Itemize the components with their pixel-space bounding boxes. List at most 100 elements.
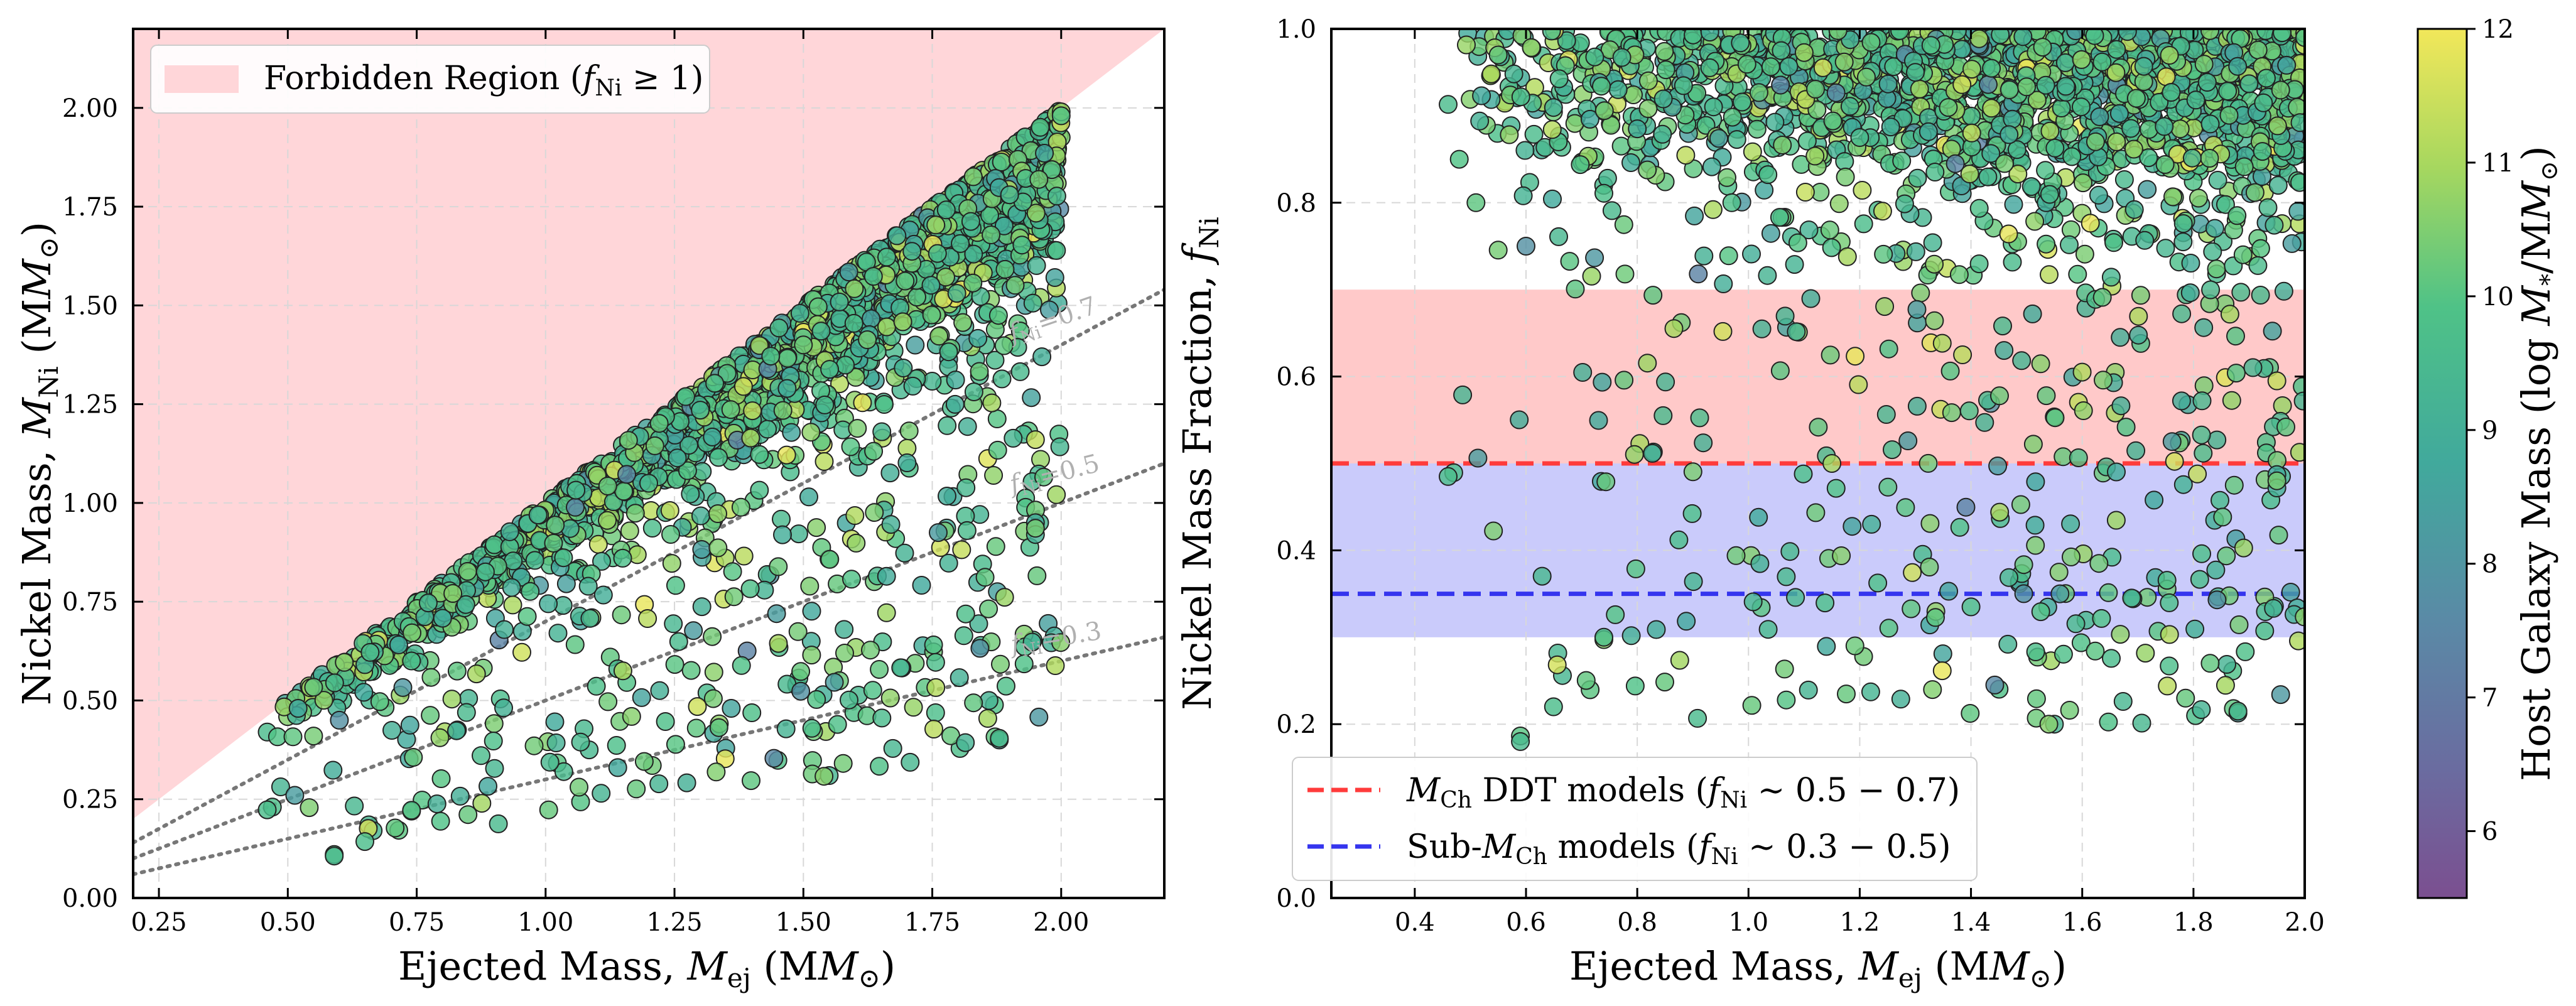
left-point (1012, 235, 1032, 255)
legend-sub-label: Sub-MCh models (fNi ∼ 0.3 − 0.5) (1407, 828, 1951, 870)
right-point (1780, 542, 1800, 561)
left-ticks: 0.25 0.50 0.75 1.00 1.25 1.50 1.75 2.000.000.25… (62, 29, 1164, 937)
left-point (546, 733, 566, 752)
right-point (1875, 297, 1895, 316)
right-point (2060, 235, 2079, 254)
left-point (841, 437, 860, 457)
left-point (895, 543, 914, 563)
left-point (875, 395, 894, 414)
left-point (593, 585, 613, 605)
right-point (2290, 173, 2305, 192)
right-point (1585, 248, 1605, 268)
right-point (1731, 33, 1750, 53)
right-point (1925, 254, 1944, 274)
left-point (431, 811, 450, 831)
left-point (903, 376, 923, 396)
right-point (1918, 453, 1938, 473)
left-point (773, 525, 792, 544)
left-point (954, 626, 973, 646)
left-point (877, 247, 896, 267)
left-point (953, 313, 973, 332)
right-point (1472, 86, 1491, 105)
right-point (1854, 214, 1873, 234)
right-point (1626, 559, 1645, 578)
left-point (929, 327, 949, 346)
right-point (2126, 89, 2146, 108)
right-point (2265, 215, 2284, 235)
right-x-axis-label: Ejected Mass, Mej (MM⊙) (1569, 943, 2067, 993)
right-point (1677, 612, 1696, 631)
right-point (2026, 536, 2045, 555)
right-point (2207, 590, 2227, 610)
left-point (807, 690, 826, 709)
left-point (721, 400, 740, 419)
right-point (1828, 29, 1848, 40)
left-point (985, 350, 1005, 370)
right-point (1849, 375, 1868, 394)
right-point (1777, 690, 1796, 710)
right-point (2102, 649, 2121, 668)
right-point (2192, 544, 2211, 563)
left-point (845, 506, 865, 525)
left-point (494, 698, 513, 718)
left-point (950, 668, 969, 688)
right-point (1481, 64, 1501, 84)
right-point (1532, 566, 1552, 586)
right-point (1876, 405, 1896, 424)
right-point (2180, 283, 2200, 303)
left-point (789, 524, 808, 544)
right-point (1670, 651, 1689, 670)
right-point (1981, 144, 2001, 163)
left-point (427, 794, 446, 814)
left-point (899, 421, 919, 441)
right-point (2129, 325, 2148, 345)
right-point (1703, 200, 1723, 219)
left-point (894, 359, 913, 377)
left-point (929, 523, 948, 543)
right-point (2203, 242, 2222, 261)
left-point (896, 271, 915, 291)
right-point (2037, 386, 2056, 406)
left-point (668, 448, 687, 468)
left-point (872, 422, 892, 441)
right-point (2160, 46, 2179, 65)
right-point (1517, 237, 1535, 256)
left-point (661, 525, 680, 544)
left-point (947, 284, 966, 303)
right-point (2000, 568, 2018, 587)
right-point (2092, 288, 2112, 307)
left-panel: 0.25 0.50 0.75 1.00 1.25 1.50 1.75 2.000.000.25… (14, 28, 1166, 993)
right-point (1785, 255, 1804, 274)
right-point (1809, 418, 1828, 437)
left-point (1034, 467, 1053, 487)
left-point (402, 801, 421, 820)
right-point (1488, 45, 1508, 65)
left-point (951, 234, 970, 253)
right-point (1874, 244, 1893, 264)
right-xtick-label: 1.0 (1728, 908, 1768, 937)
right-point (2023, 435, 2043, 454)
left-point (800, 576, 820, 596)
left-xtick-label: 0.25 (131, 908, 187, 937)
right-point (2155, 155, 2175, 174)
right-point (1816, 593, 1835, 613)
left-point (613, 661, 632, 681)
right-point (1500, 125, 1519, 144)
right-point (2089, 554, 2109, 573)
left-point (1004, 428, 1023, 448)
left-point (773, 401, 793, 420)
right-point (2181, 254, 2200, 273)
right-point (2056, 77, 2075, 96)
right-point (2086, 132, 2105, 151)
right-point (2224, 475, 2244, 495)
right-point (1911, 283, 1930, 303)
right-point (1655, 41, 1674, 61)
right-point (2013, 29, 2033, 46)
right-point (1544, 697, 1563, 717)
right-point (2111, 396, 2131, 416)
colorbar-tick-label: 8 (2482, 550, 2498, 579)
left-point (978, 709, 997, 728)
right-point (2208, 171, 2227, 190)
right-point (2014, 584, 2033, 603)
right-point (1794, 43, 1814, 62)
